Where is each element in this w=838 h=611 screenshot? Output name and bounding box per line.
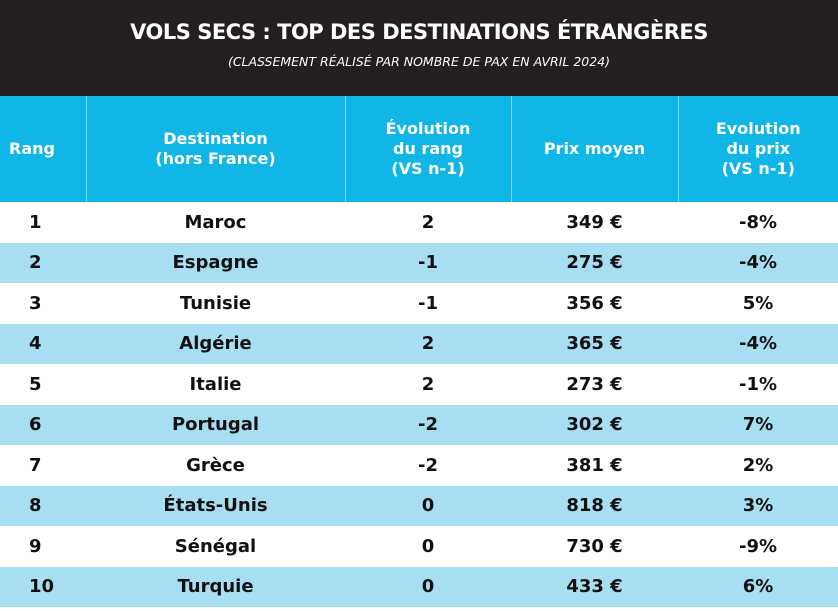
destination-cell: Italie [86,364,345,405]
price-evolution-cell: -9% [678,526,838,567]
rank-evolution-cell: 2 [345,323,511,364]
average-price-cell: 730 € [511,526,678,567]
average-price-cell: 349 € [511,202,678,243]
destination-cell: Maroc [86,202,345,243]
rank-evolution-cell: 2 [345,364,511,405]
average-price-cell: 818 € [511,485,678,526]
rank-evolution-cell: 0 [345,526,511,567]
table-row: 6 Portugal -2 302 €7% [0,404,838,445]
table-row: 5 Italie 2 273 € -1% [0,364,838,405]
rank-cell: 1 [0,202,86,243]
rank-cell: 4 [0,323,86,364]
table-row: 4 Algérie 2 365 € -4% [0,323,838,364]
price-evolution-cell: 3% [678,485,838,526]
rank-evolution-cell: 0 [345,566,511,607]
average-price-cell: 381 € [511,445,678,486]
rank-cell: 8 [0,485,86,526]
destination-cell: Espagne [86,242,345,283]
destinations-table: Rang Destination (hors France) Évolution… [0,96,838,607]
rank-cell: 7 [0,445,86,486]
header-banner: VOLS SECS : TOP DES DESTINATIONS ÉTRANGÈ… [0,0,838,96]
table-row: 10 Turquie 0 433 €6% [0,566,838,607]
price-evolution-cell: 2% [678,445,838,486]
destination-cell: Sénégal [86,526,345,567]
column-header-rank-evolution: Évolution du rang (VS n-1) [344,96,511,202]
average-price-cell: 302 € [511,404,678,445]
page-subtitle: (CLASSEMENT RÉALISÉ PAR NOMBRE DE PAX EN… [227,54,611,69]
table-row: 9 Sénégal 0 730 € -9% [0,526,838,567]
rank-cell: 5 [0,364,86,405]
table-header-row: Rang Destination (hors France) Évolution… [0,96,838,202]
destination-cell: Tunisie [86,283,345,324]
rank-evolution-cell: -2 [345,404,511,445]
rank-cell: 6 [0,404,86,445]
price-evolution-cell: 7% [678,404,838,445]
price-evolution-cell: 5% [678,283,838,324]
destination-cell: Grèce [86,445,345,486]
price-evolution-cell: -8% [678,202,838,243]
column-header-rank: Rang [0,96,86,202]
average-price-cell: 433 € [511,566,678,607]
average-price-cell: 273 € [511,364,678,405]
table-body: 1 Maroc 2 349 € -8% 2 Espagne -1 275 € -4% 3 Tunisi… [0,202,838,607]
column-header-destination: Destination (hors France) [85,96,345,202]
destination-cell: Turquie [86,566,345,607]
table-row: 8 États-Unis 0 818 €3% [0,485,838,526]
rank-cell: 10 [0,566,86,607]
table-row: 1 Maroc 2 349 € -8% [0,202,838,243]
column-header-average-price: Prix moyen [510,96,678,202]
rank-evolution-cell: -1 [345,242,511,283]
destination-cell: Portugal [86,404,345,445]
table-row: 2 Espagne -1 275 € -4% [0,242,838,283]
rank-evolution-cell: -1 [345,283,511,324]
rank-cell: 2 [0,242,86,283]
price-evolution-cell: -4% [678,323,838,364]
table-row: 3 Tunisie -1 356 €5% [0,283,838,324]
rank-evolution-cell: -2 [345,445,511,486]
destination-cell: Algérie [86,323,345,364]
average-price-cell: 275 € [511,242,678,283]
destination-cell: États-Unis [86,485,345,526]
rank-evolution-cell: 0 [345,485,511,526]
rank-cell: 3 [0,283,86,324]
table-row: 7 Grèce -2 381 €2% [0,445,838,486]
rank-cell: 9 [0,526,86,567]
rank-evolution-cell: 2 [345,202,511,243]
price-evolution-cell: -4% [678,242,838,283]
average-price-cell: 365 € [511,323,678,364]
price-evolution-cell: 6% [678,566,838,607]
average-price-cell: 356 € [511,283,678,324]
column-header-price-evolution: Evolution du prix (VS n-1) [677,96,838,202]
page-title: VOLS SECS : TOP DES DESTINATIONS ÉTRANGÈ… [130,20,708,44]
price-evolution-cell: -1% [678,364,838,405]
